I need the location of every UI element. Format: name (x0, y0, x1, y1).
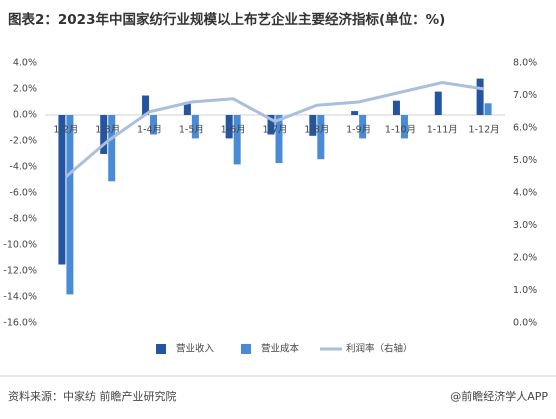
line (64, 80, 485, 178)
bar (108, 115, 116, 182)
bar (142, 95, 150, 115)
y-tick-label: 4.0% (13, 58, 37, 69)
x-tick-label: 1-8月 (304, 125, 329, 136)
y2-tick-label: 8.0% (513, 58, 537, 69)
bar (484, 103, 492, 115)
y2-tick-label: 1.0% (513, 285, 537, 296)
x-tick-label: 1-7月 (262, 125, 287, 136)
bar (100, 115, 108, 154)
legend-label: 利润率（右轴） (346, 343, 413, 355)
y2-tick-label: 3.0% (513, 220, 537, 231)
y-tick-label: -10.0% (3, 240, 37, 251)
bar (275, 115, 283, 164)
y-tick-label: -6.0% (9, 188, 37, 199)
source: 资料来源：中家纺 前瞻产业研究院 (8, 389, 177, 403)
y-tick-label: -16.0% (3, 318, 37, 329)
y-tick-label: -14.0% (3, 292, 37, 303)
y-tick-label: -2.0% (9, 136, 37, 147)
y-tick-label: -4.0% (9, 162, 37, 173)
bar (225, 115, 233, 139)
x-tick-label: 1-6月 (221, 125, 246, 136)
x-tick-label: 1-3月 (95, 125, 120, 136)
chart-title: 图表2：2023年中国家纺行业规模以上布艺企业主要经济指标(单位：%) (8, 11, 445, 28)
x-tick-label: 1-9月 (346, 125, 371, 136)
x-tick-label: 1-2月 (53, 125, 78, 136)
bar (400, 115, 408, 139)
x-tick-label: 1-10月 (385, 125, 416, 136)
bar (309, 115, 317, 136)
legend-label: 营业收入 (176, 343, 215, 355)
bar (233, 115, 241, 165)
legend-swatch (241, 344, 251, 354)
bar (191, 115, 199, 139)
bar (150, 115, 158, 135)
y2-tick-label: 4.0% (513, 188, 537, 199)
x-tick-label: 1-4月 (137, 125, 162, 136)
y2-tick-label: 2.0% (513, 253, 537, 264)
bar (434, 91, 442, 115)
y2-tick-label: 6.0% (513, 123, 537, 134)
bar (66, 115, 74, 295)
legend-swatch (156, 344, 166, 354)
x-tick-label: 1-12月 (469, 125, 500, 136)
y-tick-label: 2.0% (13, 84, 37, 95)
y-tick-label: -8.0% (9, 214, 37, 225)
bar (317, 115, 325, 160)
bar (351, 111, 359, 115)
bar (58, 115, 66, 265)
bar (359, 115, 367, 139)
x-tick-label: 1-5月 (179, 125, 204, 136)
bar (476, 78, 484, 115)
bar (183, 102, 191, 115)
legend-label: 营业成本 (261, 343, 300, 355)
y-tick-label: -12.0% (3, 266, 37, 277)
y2-tick-label: 5.0% (513, 155, 537, 166)
credit: @前瞻经济学人APP (450, 389, 548, 403)
y-tick-label: 0.0% (13, 110, 37, 121)
x-tick-label: 1-11月 (427, 125, 458, 136)
bar (392, 100, 400, 115)
bar (267, 115, 275, 135)
y2-tick-label: 7.0% (513, 90, 537, 101)
y2-tick-label: 0.0% (513, 318, 537, 329)
